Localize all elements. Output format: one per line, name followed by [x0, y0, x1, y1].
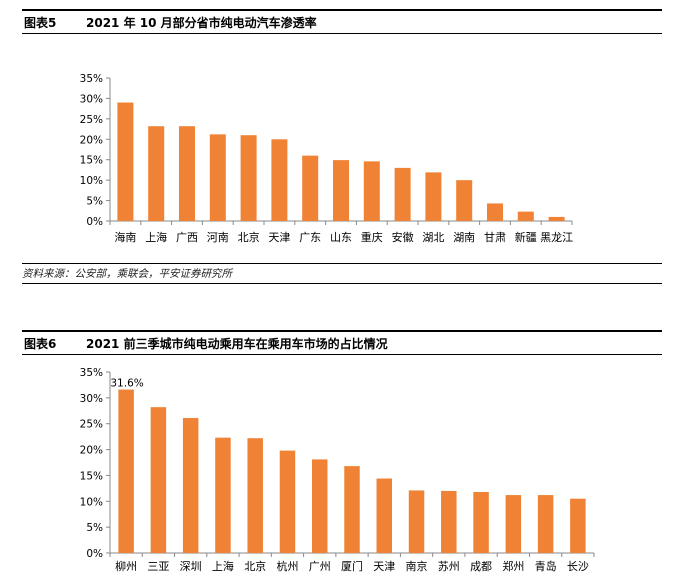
chart1-bar-青岛: [537, 495, 554, 553]
chart0-category-label: 湖南: [453, 231, 475, 244]
figure-5-title: 2021 年 10 月部分省市纯电动汽车渗透率: [86, 15, 317, 30]
chart0-category-label: 天津: [268, 231, 290, 244]
source-top-rule: [22, 263, 662, 264]
chart-5-provincial-ev-penetration: 0% 5% 10% 15% 20% 25% 30% 35% 海南 上海 广西 河南 北京 天津 广东 山东 重庆…: [80, 73, 573, 244]
chart1-bar-成都: [473, 491, 489, 553]
chart0-category-label: 广东: [299, 231, 321, 244]
chart1-category-label: 青岛: [535, 559, 557, 573]
chart1-bar-广州: [311, 459, 328, 553]
chart0-category-label: 河南: [207, 231, 229, 244]
chart1-category-label: 杭州: [276, 559, 298, 573]
chart1-category-label: 北京: [244, 559, 266, 573]
chart1-bar-三亚: [150, 407, 167, 553]
chart0-category-label: 广西: [176, 231, 198, 244]
chart1-y-tick-label: 30%: [80, 393, 103, 405]
chart0-bar-黑龙江: [548, 216, 565, 221]
chart0-category-label: 黑龙江: [540, 231, 573, 244]
chart0-bar-重庆: [363, 161, 380, 221]
figure-6-header: 图表6 2021 前三季城市纯电动乘用车在乘用车市场的占比情况: [22, 330, 662, 355]
chart1-bar-北京: [247, 438, 263, 553]
chart1-category-label: 深圳: [180, 560, 202, 573]
chart1-bar-天津: [376, 478, 393, 553]
chart1-y-tick-label: 35%: [80, 367, 103, 379]
chart1-bar-上海: [215, 437, 231, 553]
chart0-bar-北京: [240, 135, 257, 221]
chart1-bar-南京: [408, 490, 425, 553]
chart0-category-label: 山东: [330, 231, 352, 244]
chart1-category-label: 柳州: [115, 559, 137, 573]
figure-6-title: 2021 前三季城市纯电动乘用车在乘用车市场的占比情况: [86, 336, 388, 351]
chart0-category-label: 上海: [145, 230, 167, 244]
chart0-bar-广西: [178, 126, 196, 221]
chart0-y-tick-label: 35%: [80, 73, 103, 85]
source-note: 资料来源：公安部，乘联会，平安证券研究所: [22, 268, 232, 280]
chart0-category-label: 北京: [238, 230, 260, 244]
chart1-data-label: 31.6%: [110, 378, 143, 390]
chart1-bar-柳州: [118, 389, 134, 553]
chart0-category-label: 重庆: [361, 230, 383, 244]
chart1-category-label: 三亚: [147, 560, 169, 573]
chart0-category-label: 海南: [114, 230, 136, 244]
figure-6-label: 图表6: [24, 336, 57, 351]
chart0-y-tick-label: 25%: [80, 114, 103, 126]
chart1-y-tick-label: 10%: [80, 496, 103, 508]
figure-5-label: 图表5: [24, 15, 57, 30]
chart0-bar-新疆: [517, 211, 534, 221]
chart0-y-tick-label: 0%: [86, 216, 103, 228]
chart0-category-label: 新疆: [515, 230, 537, 244]
chart1-y-tick-label: 5%: [86, 522, 103, 534]
chart0-y-tick-label: 30%: [80, 93, 103, 105]
chart0-category-label: 安徽: [392, 230, 414, 244]
source-bottom-rule: [22, 283, 662, 284]
chart1-category-label: 天津: [373, 560, 395, 573]
chart1-y-tick-label: 20%: [80, 445, 103, 457]
chart0-y-tick-label: 10%: [80, 175, 103, 187]
chart1-bar-苏州: [441, 490, 457, 553]
chart0-y-tick-label: 15%: [80, 155, 103, 167]
figure-5-header: 图表5 2021 年 10 月部分省市纯电动汽车渗透率: [22, 9, 662, 34]
chart1-y-tick-label: 15%: [80, 470, 103, 482]
chart0-y-tick-label: 5%: [86, 196, 103, 208]
chart0-bar-甘肃: [486, 203, 504, 221]
chart0-bar-上海: [148, 126, 165, 221]
chart1-y-tick-label: 0%: [86, 548, 103, 560]
chart1-bar-长沙: [570, 498, 586, 553]
chart0-y-tick-label: 20%: [80, 134, 103, 146]
chart1-bar-深圳: [182, 418, 199, 553]
chart0-category-label: 甘肃: [484, 231, 506, 244]
chart1-y-tick-label: 25%: [80, 419, 103, 431]
chart0-bar-山东: [332, 160, 350, 221]
chart0-bar-安徽: [394, 167, 411, 221]
chart1-category-label: 广州: [309, 560, 331, 573]
chart0-bar-湖北: [425, 172, 442, 221]
chart1-category-label: 成都: [470, 560, 492, 573]
chart1-category-label: 上海: [212, 559, 234, 573]
chart1-category-label: 苏州: [438, 560, 460, 573]
chart1-category-label: 郑州: [502, 559, 524, 573]
chart0-category-label: 湖北: [422, 231, 444, 244]
chart1-bar-杭州: [279, 450, 296, 553]
chart0-bar-海南: [117, 102, 134, 221]
chart1-bar-厦门: [344, 466, 360, 553]
chart0-bar-广东: [302, 155, 319, 221]
chart1-category-label: 长沙: [567, 560, 589, 573]
chart1-category-label: 南京: [406, 559, 428, 573]
chart-6-city-bev-share: 0% 5% 10% 15% 20% 25% 30% 35% 柳州 31.6% 三亚 深圳 上海 北京 杭州广…: [80, 367, 595, 573]
chart0-bar-河南: [209, 134, 226, 221]
chart0-bar-湖南: [456, 180, 473, 221]
chart1-category-label: 厦门: [341, 559, 363, 573]
chart0-bar-天津: [271, 139, 288, 221]
chart1-bar-郑州: [505, 495, 522, 553]
